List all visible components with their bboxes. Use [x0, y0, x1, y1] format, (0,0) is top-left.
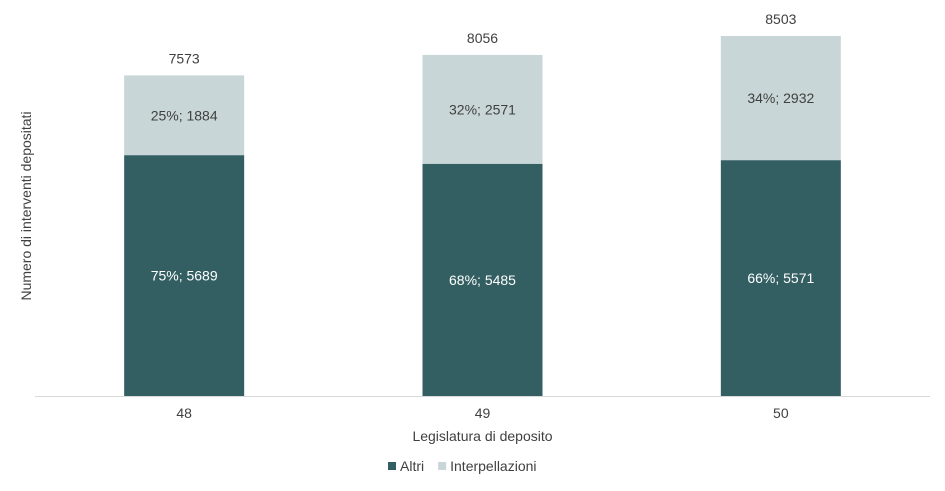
- legend-swatch: [388, 462, 396, 470]
- bar-segment: [422, 163, 543, 396]
- total-label: 7573: [169, 50, 200, 66]
- bar-segment: [124, 75, 245, 156]
- bar-segment: [422, 54, 543, 164]
- data-label: 68%; 5485: [449, 272, 516, 288]
- x-tick-label: 49: [475, 405, 491, 421]
- data-label: 66%; 5571: [747, 270, 814, 286]
- bar-segment: [720, 36, 841, 161]
- legend-label: Altri: [400, 458, 424, 474]
- total-label: 8056: [467, 30, 498, 46]
- bar-segment: [720, 160, 841, 396]
- bar-segment: [124, 155, 245, 396]
- x-tick-labels: 48 49 50: [176, 405, 788, 421]
- x-tick-label: 48: [176, 405, 192, 421]
- legend-swatch: [438, 462, 447, 470]
- data-label: 25%; 1884: [151, 107, 218, 123]
- x-axis-title: Legislatura di deposito: [412, 428, 552, 444]
- legend: Altri Interpellazioni: [388, 458, 537, 474]
- y-axis-title: Numero di interventi depositati: [18, 111, 34, 300]
- total-label: 8503: [765, 11, 796, 27]
- legend-label: Interpellazioni: [450, 458, 536, 474]
- data-label: 34%; 2932: [747, 90, 814, 106]
- bars-layer: 75%; 5689 25%; 1884 7573 68%; 5485 32%; 2571…: [124, 11, 841, 396]
- data-label: 75%; 5689: [151, 268, 218, 284]
- data-label: 32%; 2571: [449, 101, 516, 117]
- x-tick-label: 50: [773, 405, 789, 421]
